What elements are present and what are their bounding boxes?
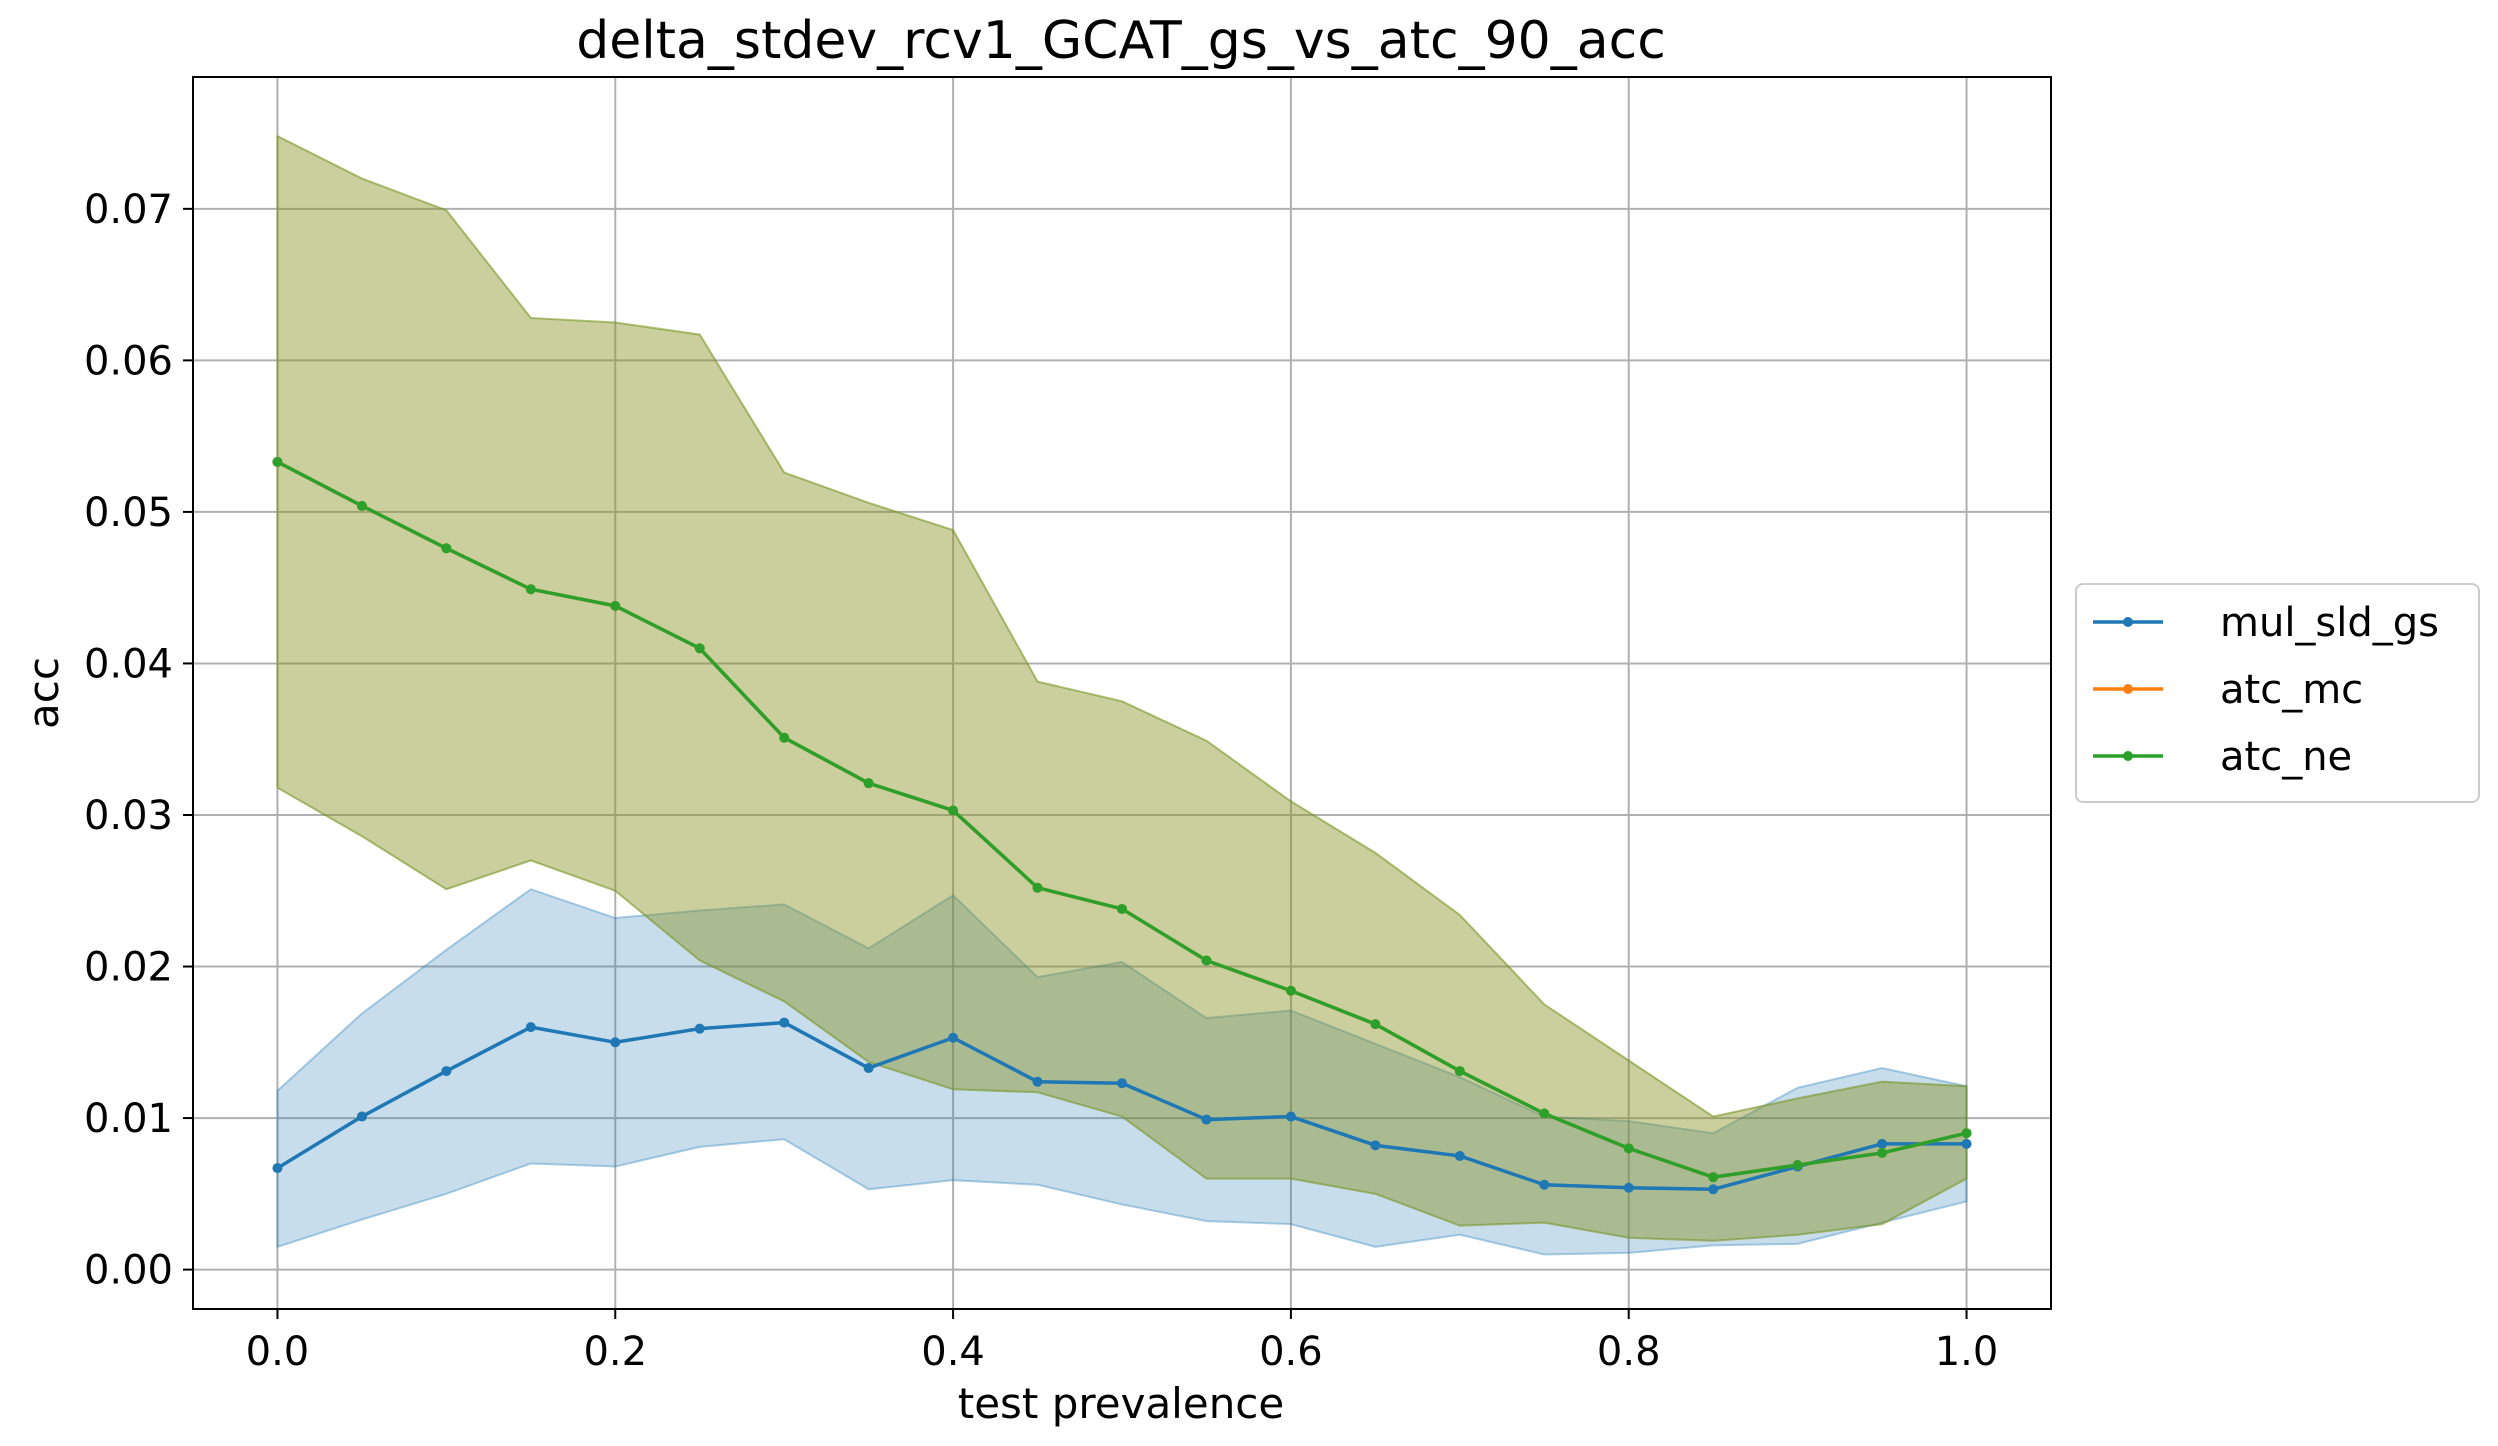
atc-ne-point <box>1032 882 1043 893</box>
atc-ne-point <box>1961 1128 1972 1139</box>
atc-ne-point <box>779 732 790 743</box>
atc-ne-point <box>1201 955 1212 966</box>
mul-sld-gs-point <box>779 1017 790 1028</box>
mul-sld-gs-point <box>441 1066 452 1077</box>
mul-sld-gs-point <box>948 1032 959 1043</box>
mul-sld-gs-point <box>525 1022 536 1033</box>
mul-sld-gs-point <box>1877 1138 1888 1149</box>
atc-ne-point <box>1877 1147 1888 1158</box>
atc-mc-band <box>276 134 1968 1242</box>
y-axis-label: acc <box>19 657 68 729</box>
legend-atc-mc-label: atc_mc <box>2220 667 2363 713</box>
atc-ne-point <box>1539 1108 1550 1119</box>
legend-atc-ne-marker <box>2123 751 2133 761</box>
atc-ne-point <box>1454 1066 1465 1077</box>
legend-mul-sld-gs-label: mul_sld_gs <box>2220 600 2439 646</box>
legend-atc-mc-marker <box>2123 684 2133 694</box>
x-tick-labels: 0.0 0.2 0.4 0.6 0.8 1.0 <box>246 1329 1999 1375</box>
y-tick-label: 0.05 <box>84 490 173 536</box>
mul-sld-gs-point <box>1285 1111 1296 1122</box>
x-tick-label: 1.0 <box>1935 1329 1999 1375</box>
mul-sld-gs-point <box>1454 1150 1465 1161</box>
atc-ne-point <box>610 600 621 611</box>
mul-sld-gs-point <box>863 1063 874 1074</box>
atc-ne-point <box>863 778 874 789</box>
mul-sld-gs-point <box>1201 1114 1212 1125</box>
x-axis-label: test prevalence <box>958 1379 1285 1428</box>
atc-ne-point <box>1708 1172 1719 1183</box>
mul-sld-gs-point <box>272 1163 283 1174</box>
legend-atc-ne-label: atc_ne <box>2220 734 2352 780</box>
mul-sld-gs-point <box>1961 1138 1972 1149</box>
atc-ne-point <box>694 643 705 654</box>
mul-sld-gs-point <box>610 1037 621 1048</box>
mul-sld-gs-point <box>1117 1078 1127 1089</box>
mul-sld-gs-point <box>1539 1179 1550 1190</box>
atc-ne-point <box>525 584 536 595</box>
x-tick-label: 0.8 <box>1597 1329 1661 1375</box>
atc-ne-point <box>1623 1143 1634 1154</box>
mul-sld-gs-point <box>1623 1182 1634 1193</box>
mul-sld-gs-point <box>356 1111 367 1122</box>
axis-ticks <box>183 207 1968 1319</box>
y-tick-label: 0.04 <box>84 641 173 687</box>
x-tick-label: 0.2 <box>583 1329 647 1375</box>
atc-ne-band <box>276 134 1968 1242</box>
mul-sld-gs-band <box>276 888 1968 1256</box>
mul-sld-gs-point <box>1370 1140 1381 1151</box>
mul-sld-gs-point <box>1708 1184 1719 1195</box>
atc-ne-point <box>356 500 367 511</box>
x-tick-label: 0.0 <box>246 1329 310 1375</box>
atc-ne-point <box>441 543 452 554</box>
y-tick-labels: 0.00 0.01 0.02 0.03 0.04 0.05 0.06 0.07 <box>84 187 173 1294</box>
x-tick-label: 0.6 <box>1259 1329 1323 1375</box>
legend-mul-sld-gs-marker <box>2123 617 2133 627</box>
confidence-bands <box>276 134 1968 1256</box>
plot-frame <box>192 76 2052 1310</box>
legend-box <box>2075 583 2480 803</box>
chart-title: delta_stdev_rcv1_GCAT_gs_vs_atc_90_acc <box>576 11 1666 71</box>
x-tick-label: 0.4 <box>921 1329 985 1375</box>
y-tick-label: 0.02 <box>84 945 173 991</box>
atc-ne-point <box>948 805 959 816</box>
y-tick-label: 0.01 <box>84 1096 173 1142</box>
y-tick-label: 0.06 <box>84 338 173 384</box>
atc-ne-point <box>1117 903 1127 914</box>
y-tick-label: 0.07 <box>84 187 173 233</box>
atc-ne-point <box>272 456 283 467</box>
atc-ne-point <box>1370 1019 1381 1030</box>
y-tick-label: 0.03 <box>84 793 173 839</box>
series-points <box>272 456 1972 1195</box>
mul-sld-gs-point <box>1032 1076 1043 1087</box>
legend: mul_sld_gs atc_mc atc_ne <box>2075 583 2480 803</box>
grid-lines <box>193 77 2051 1309</box>
atc-ne-point <box>1792 1160 1803 1171</box>
atc-ne-point <box>1285 985 1296 996</box>
y-tick-label: 0.00 <box>84 1248 173 1294</box>
mul-sld-gs-point <box>694 1023 705 1034</box>
